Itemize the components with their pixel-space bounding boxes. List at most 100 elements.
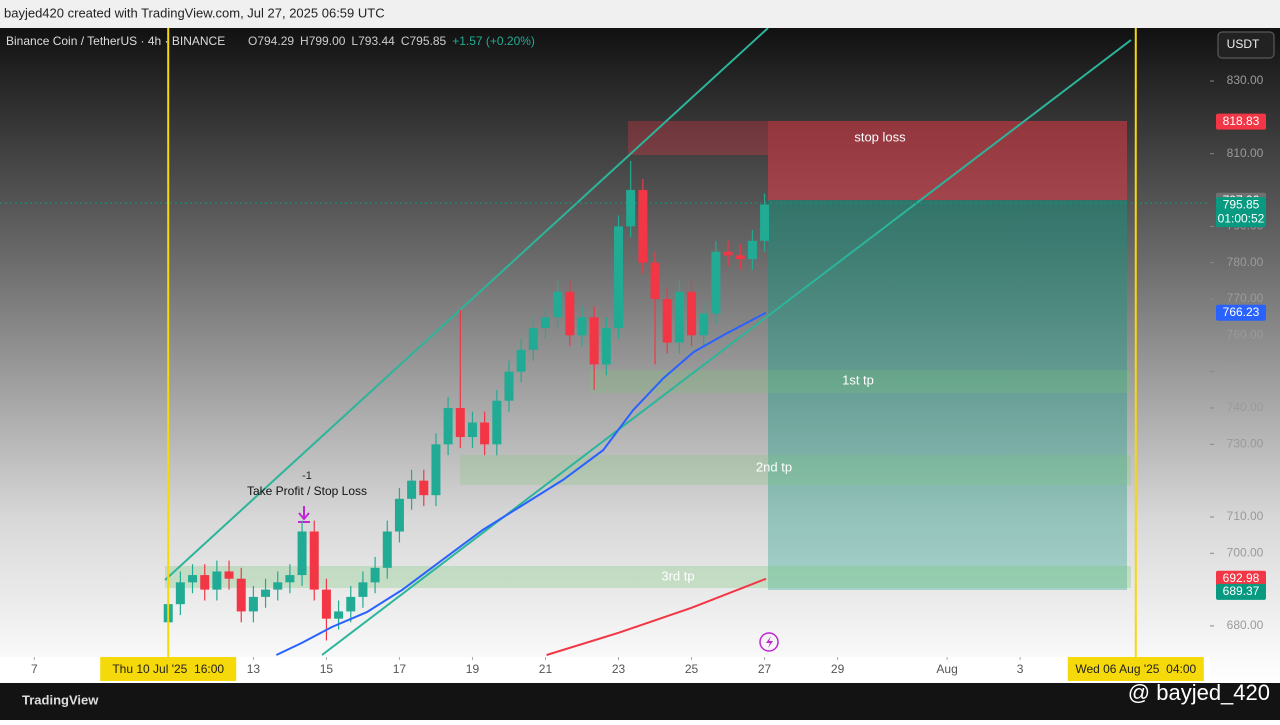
candle-body bbox=[467, 422, 477, 438]
header-title: bayjed420 created with TradingView.com, … bbox=[4, 5, 385, 20]
x-tick-label: 25 bbox=[685, 662, 699, 676]
channel-line bbox=[164, 28, 769, 581]
zone-label: stop loss bbox=[854, 129, 906, 144]
currency[interactable]: USDT bbox=[1227, 37, 1260, 51]
candle-body bbox=[528, 328, 538, 350]
ohlc-legend: +1.57 (+0.20%) bbox=[452, 34, 535, 48]
y-tick-label: 830.00 bbox=[1227, 73, 1264, 87]
tp-zone bbox=[590, 370, 1131, 393]
x-tick-label: 29 bbox=[831, 662, 845, 676]
candle-body bbox=[224, 571, 234, 579]
y-tick-label: 740.00 bbox=[1227, 400, 1264, 414]
time-marker-label: Thu 10 Jul '25 16:00 bbox=[112, 662, 224, 676]
candle-body bbox=[589, 317, 599, 365]
indicator-line bbox=[546, 577, 767, 656]
x-tick-label: 19 bbox=[466, 662, 480, 676]
watermark: @ bayjed_420 bbox=[1128, 680, 1270, 705]
zone-label: 3rd tp bbox=[661, 568, 694, 583]
candle-body bbox=[321, 589, 331, 619]
candle-body bbox=[601, 328, 611, 365]
price-countdown: 01:00:52 bbox=[1218, 211, 1265, 225]
candle-body bbox=[455, 407, 465, 438]
x-tick-label: 21 bbox=[539, 662, 553, 676]
bottom-bar bbox=[0, 683, 1280, 720]
candle-body bbox=[638, 190, 648, 263]
tp-zone bbox=[460, 455, 1131, 485]
ohlc-legend: L793.44 bbox=[351, 34, 395, 48]
candle-body bbox=[614, 226, 624, 329]
candle-body bbox=[285, 575, 295, 583]
y-tick-label: 760.00 bbox=[1227, 327, 1264, 341]
annotation-count: -1 bbox=[302, 470, 312, 482]
candle-body bbox=[431, 444, 441, 496]
candle-body bbox=[504, 371, 514, 401]
candle-body bbox=[443, 407, 453, 445]
candle-body bbox=[188, 575, 198, 583]
plot-area: stop loss 1st tp 2nd tp 3rd tp -1 Take P… bbox=[0, 28, 1210, 656]
y-tick-label: 770.00 bbox=[1227, 291, 1264, 305]
x-tick-label: 17 bbox=[393, 662, 407, 676]
currency-button[interactable] bbox=[1217, 31, 1275, 59]
x-tick-label: 13 bbox=[247, 662, 261, 676]
top-bar bbox=[0, 0, 1280, 28]
candle-body bbox=[382, 531, 392, 568]
candle-body bbox=[261, 589, 271, 597]
ohlc-legend: C795.85 bbox=[401, 34, 447, 48]
price-badge bbox=[1216, 304, 1266, 321]
candle-body bbox=[760, 204, 770, 241]
price-badge-label: 818.83 bbox=[1223, 114, 1260, 128]
ohlc-legend: O794.29 bbox=[248, 34, 294, 48]
price-badge-label: 795.85 bbox=[1223, 197, 1260, 211]
x-tick-label: 15 bbox=[320, 662, 334, 676]
x-tick-label: 23 bbox=[612, 662, 626, 676]
candle-body bbox=[735, 255, 745, 260]
candle-body bbox=[687, 291, 697, 336]
x-tick-label: Aug bbox=[936, 662, 957, 676]
candle-body bbox=[394, 498, 404, 532]
ohlc-legend: H799.00 bbox=[300, 34, 346, 48]
y-tick-label: 780.00 bbox=[1227, 255, 1264, 269]
candle-body bbox=[175, 582, 185, 605]
stop-loss-box bbox=[768, 121, 1127, 200]
candle-body bbox=[492, 400, 502, 445]
candle-body bbox=[747, 240, 757, 260]
annotation-text: Take Profit / Stop Loss bbox=[247, 484, 367, 498]
price-badge bbox=[1216, 113, 1266, 130]
candle-body bbox=[273, 582, 283, 590]
candle-body bbox=[370, 567, 380, 583]
brand: TradingView bbox=[22, 692, 99, 707]
candle-body bbox=[723, 251, 733, 256]
price-badge-label: 689.37 bbox=[1223, 584, 1260, 598]
price-badge bbox=[1216, 570, 1266, 587]
zone-label: 2nd tp bbox=[756, 459, 792, 474]
candle-body bbox=[577, 317, 587, 336]
indicator-line bbox=[275, 311, 767, 656]
price-badge bbox=[1216, 197, 1266, 228]
price-badge bbox=[1216, 583, 1266, 600]
candle-body bbox=[236, 578, 246, 612]
y-tick-label: 680.00 bbox=[1227, 618, 1264, 632]
candle-body bbox=[309, 531, 319, 590]
candle-body bbox=[358, 582, 368, 597]
candle-body bbox=[516, 349, 526, 372]
candle-body bbox=[662, 298, 672, 343]
candle-body bbox=[480, 422, 490, 445]
x-tick-label: 7 bbox=[31, 662, 38, 676]
candle-body bbox=[212, 571, 222, 590]
lightning-icon bbox=[759, 632, 779, 652]
candle-body bbox=[540, 317, 550, 329]
annotation-arrow bbox=[298, 506, 310, 523]
candle-body bbox=[711, 251, 721, 314]
candle-body bbox=[650, 262, 660, 299]
zone-label: 1st tp bbox=[842, 372, 874, 387]
x-tick-label: 3 bbox=[1017, 662, 1024, 676]
candle-body bbox=[674, 291, 684, 343]
candle-body bbox=[553, 291, 563, 318]
candle-body bbox=[346, 596, 356, 612]
time-marker-badge bbox=[1067, 657, 1204, 681]
y-tick-label: 700.00 bbox=[1227, 545, 1264, 559]
tp-zone bbox=[165, 566, 1131, 588]
candle-body bbox=[297, 531, 307, 576]
price-badge-label: 766.23 bbox=[1223, 305, 1260, 319]
